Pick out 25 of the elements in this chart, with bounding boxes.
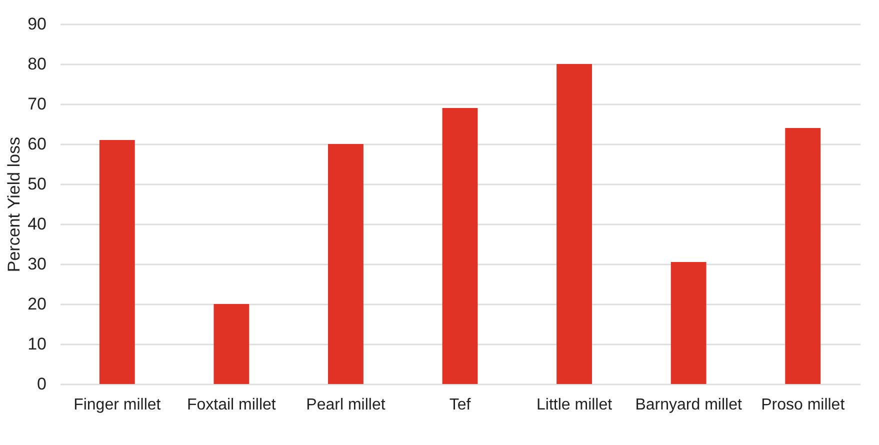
bar <box>442 108 478 384</box>
bar <box>785 128 821 384</box>
x-tick-label: Tef <box>449 396 472 414</box>
y-tick-label: 90 <box>28 14 46 34</box>
x-tick-label: Foxtail millet <box>186 396 276 414</box>
x-tick-label: Pearl millet <box>306 396 386 414</box>
bar <box>214 304 250 384</box>
y-tick-label: 50 <box>28 174 46 194</box>
y-tick-label: 80 <box>28 54 46 74</box>
y-tick-label: 10 <box>28 334 46 354</box>
bar <box>670 262 706 384</box>
x-tick-label: Proso millet <box>761 396 846 414</box>
y-tick-label: 20 <box>28 294 46 314</box>
x-tick-label: Finger millet <box>74 396 162 414</box>
y-tick-label: 70 <box>28 94 46 114</box>
bar <box>328 144 364 384</box>
y-tick-label: 60 <box>28 134 46 154</box>
bar <box>556 64 592 384</box>
y-tick-label: 40 <box>28 214 46 234</box>
y-tick-label: 0 <box>37 374 46 394</box>
y-tick-label: 30 <box>28 254 46 274</box>
x-tick-label: Little millet <box>536 396 613 414</box>
y-axis-title: Percent Yield loss <box>4 136 24 272</box>
x-tick-label: Barnyard millet <box>635 396 742 414</box>
bar <box>99 140 135 384</box>
